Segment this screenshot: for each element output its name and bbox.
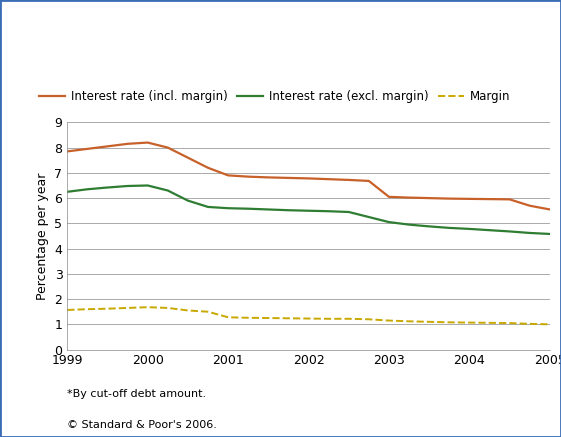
Legend: Interest rate (incl. margin), Interest rate (excl. margin), Margin: Interest rate (incl. margin), Interest r… — [34, 85, 515, 108]
Text: © Standard & Poor's 2006.: © Standard & Poor's 2006. — [67, 420, 217, 430]
Text: Chart 1: Weighted-Average Interest Rate, Interest Rate Before Margin, and Loan: Chart 1: Weighted-Average Interest Rate,… — [7, 21, 561, 34]
Text: *By cut-off debt amount.: *By cut-off debt amount. — [67, 389, 206, 399]
Y-axis label: Percentage per year: Percentage per year — [36, 172, 49, 300]
Text: Margin*: Margin* — [7, 41, 66, 53]
